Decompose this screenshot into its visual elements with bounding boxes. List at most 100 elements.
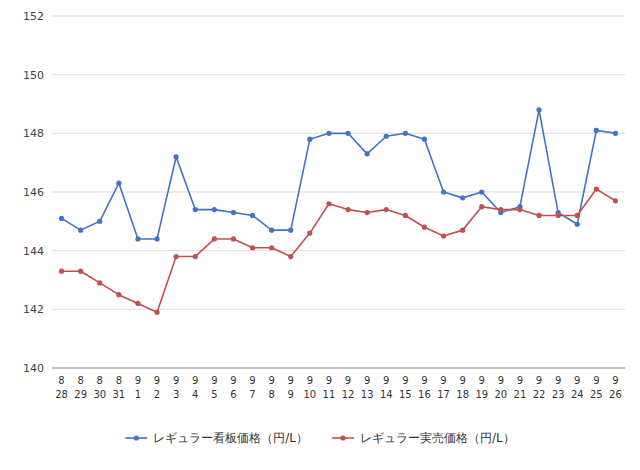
series-point — [97, 280, 102, 285]
series-point — [269, 245, 274, 250]
series-point — [307, 230, 312, 235]
series-point — [174, 254, 179, 259]
series-point — [594, 186, 599, 191]
series-point — [212, 236, 217, 241]
x-tick-label: 6 — [230, 389, 236, 400]
series-point — [78, 269, 83, 274]
x-tick-label: 21 — [514, 389, 527, 400]
x-axis: 8288298308319192939495969798999109119129… — [55, 375, 622, 400]
x-tick-label: 9 — [440, 375, 446, 386]
series-point — [536, 107, 541, 112]
x-tick-label: 2 — [154, 389, 160, 400]
series-point — [441, 233, 446, 238]
x-tick-label: 22 — [533, 389, 546, 400]
grid-line — [52, 192, 625, 193]
y-axis: 140 142 144 146 148 150 152 — [23, 10, 625, 375]
series-point — [135, 301, 140, 306]
y-tick-label: 152 — [23, 10, 44, 23]
y-tick-label: 146 — [23, 186, 44, 199]
x-tick-label: 3 — [173, 389, 179, 400]
legend-label: レギュラー実売価格（円/L） — [360, 431, 515, 445]
legend-marker — [134, 435, 139, 440]
series-point — [154, 310, 159, 315]
x-tick-label: 19 — [475, 389, 488, 400]
series-point — [575, 222, 580, 227]
series-point — [345, 131, 350, 136]
x-tick-label: 8 — [58, 375, 64, 386]
x-tick-label: 9 — [517, 375, 523, 386]
x-tick-label: 25 — [590, 389, 603, 400]
x-axis-line — [52, 368, 625, 369]
grid-line — [52, 250, 625, 251]
x-tick-label: 20 — [494, 389, 507, 400]
x-tick-label: 15 — [399, 389, 412, 400]
series-point — [231, 210, 236, 215]
series-line — [62, 110, 616, 239]
y-tick-label: 150 — [23, 69, 44, 82]
x-tick-label: 4 — [192, 389, 198, 400]
y-tick-label: 140 — [23, 362, 44, 375]
series-point — [460, 228, 465, 233]
x-tick-label: 9 — [345, 375, 351, 386]
series-line — [62, 189, 616, 312]
x-tick-label: 9 — [421, 375, 427, 386]
grid-line — [52, 368, 625, 369]
series-point — [250, 245, 255, 250]
y-tick-label: 148 — [23, 127, 44, 140]
series-point — [269, 228, 274, 233]
x-tick-label: 9 — [402, 375, 408, 386]
x-tick-label: 29 — [74, 389, 87, 400]
x-tick-label: 9 — [459, 375, 465, 386]
x-tick-label: 18 — [456, 389, 469, 400]
plot-area — [59, 107, 618, 315]
x-tick-label: 14 — [380, 389, 393, 400]
x-tick-label: 9 — [211, 375, 217, 386]
x-tick-label: 9 — [326, 375, 332, 386]
x-tick-label: 26 — [609, 389, 622, 400]
series-point — [460, 195, 465, 200]
chart-container: 1401421441461481501528288298308319192939… — [0, 0, 640, 470]
series-point — [288, 228, 293, 233]
series-point — [212, 207, 217, 212]
x-tick-label: 9 — [612, 375, 618, 386]
series-point — [193, 254, 198, 259]
series-point — [154, 236, 159, 241]
series-point — [384, 134, 389, 139]
x-tick-label: 24 — [571, 389, 584, 400]
x-tick-label: 8 — [116, 375, 122, 386]
y-tick-label: 142 — [23, 303, 44, 316]
series-point — [78, 228, 83, 233]
series-point — [231, 236, 236, 241]
grid-line — [52, 74, 625, 75]
series-point — [116, 292, 121, 297]
x-tick-label: 9 — [135, 375, 141, 386]
x-tick-label: 9 — [555, 375, 561, 386]
x-tick-label: 9 — [498, 375, 504, 386]
series-point — [479, 204, 484, 209]
series-point — [97, 219, 102, 224]
series-point — [59, 216, 64, 221]
series-point — [613, 131, 618, 136]
legend-item: レギュラー看板価格（円/L） — [125, 431, 308, 445]
series-point — [250, 213, 255, 218]
x-tick-label: 30 — [93, 389, 106, 400]
x-tick-label: 9 — [593, 375, 599, 386]
series-point — [594, 128, 599, 133]
x-tick-label: 9 — [173, 375, 179, 386]
legend-item: レギュラー実売価格（円/L） — [332, 431, 515, 445]
grid-line — [52, 16, 625, 17]
series-point — [365, 151, 370, 156]
series-point — [288, 254, 293, 259]
series-point — [326, 201, 331, 206]
y-tick-label: 144 — [23, 245, 44, 258]
x-tick-label: 9 — [307, 375, 313, 386]
chart: 1401421441461481501528288298308319192939… — [0, 0, 640, 470]
series-point — [441, 189, 446, 194]
x-tick-label: 9 — [192, 375, 198, 386]
series-point — [307, 137, 312, 142]
x-tick-label: 9 — [574, 375, 580, 386]
x-tick-label: 16 — [418, 389, 431, 400]
series-point — [345, 207, 350, 212]
x-tick-label: 8 — [97, 375, 103, 386]
grid-line — [52, 309, 625, 310]
